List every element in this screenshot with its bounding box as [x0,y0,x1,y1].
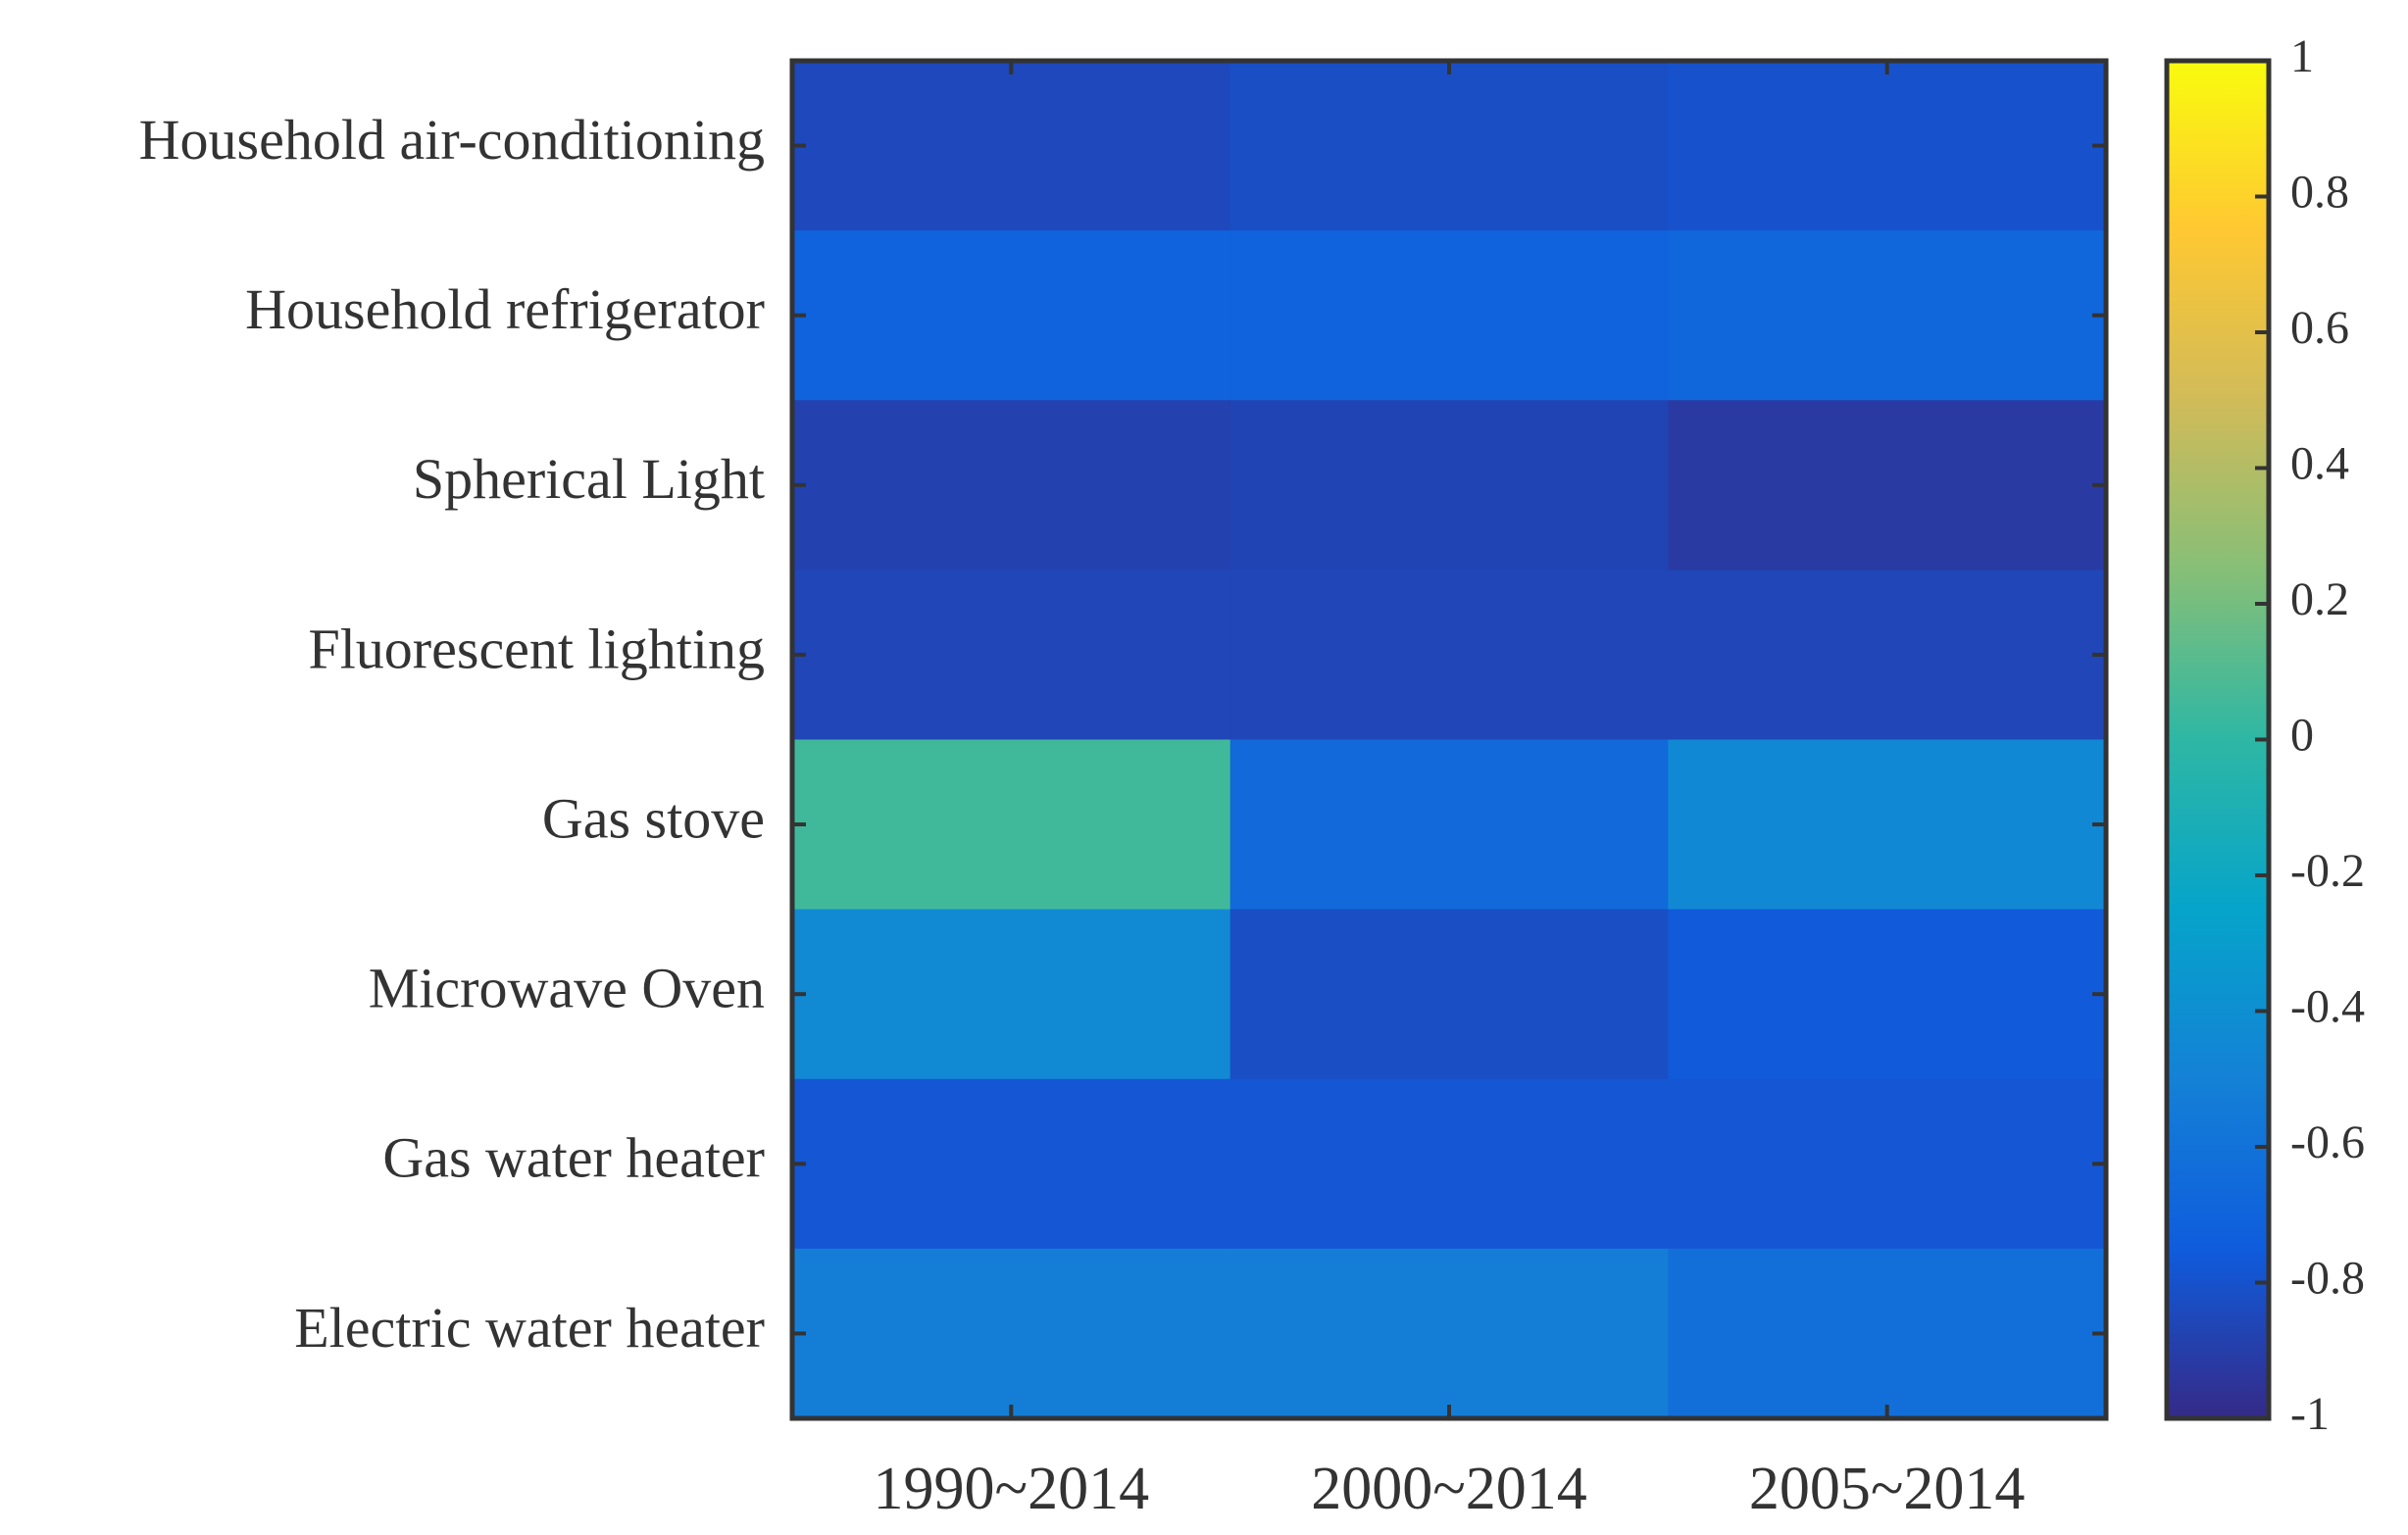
heatmap-cell [1668,61,2107,231]
heatmap-cell [1668,400,2107,570]
colorbar-tick-label: 0.4 [2290,438,2349,490]
colorbar-tick-label: 1 [2290,30,2314,82]
x-tick-label: 2000~2014 [1311,1456,1587,1522]
y-tick-label: Household air-conditioning [139,108,765,172]
colorbar-tick-label: -1 [2290,1388,2330,1440]
heatmap-cell [792,1078,1231,1250]
colorbar-tick-label: -0.4 [2290,981,2365,1033]
heatmap-cell [792,569,1231,741]
colorbar-tick-label: -0.6 [2290,1116,2365,1168]
y-tick-label: Microwave Oven [369,957,765,1020]
heatmap-cell [1229,909,1669,1080]
heatmap-cell [1229,739,1669,911]
y-tick-label: Gas water heater [382,1126,765,1190]
y-tick-label: Household refrigerator [245,277,765,341]
heatmap-cells [792,61,2107,1419]
heatmap-cell [792,230,1231,401]
heatmap-cell [1229,569,1669,741]
y-tick-label: Electric water heater [294,1296,765,1360]
y-axis-labels: Household air-conditioning Household refr… [139,108,765,1360]
x-axis-labels: 1990~2014 2000~2014 2005~2014 [874,1456,2026,1522]
heatmap-cell [792,61,1231,231]
colorbar: 1 0.8 0.6 0.4 0.2 0 -0.2 -0.4 -0.6 -0.8 -1 [2164,30,2365,1440]
heatmap-cell [792,400,1231,570]
heatmap-cell [1229,230,1669,401]
colorbar-tick-label: 0.2 [2290,573,2349,625]
heatmap-cell [1668,1078,2107,1250]
heatmap-cell [1668,909,2107,1080]
heatmap-cell [1229,1078,1669,1250]
x-tick-label: 2005~2014 [1749,1456,2026,1522]
y-tick-label: Fluorescent lighting [308,617,765,680]
colorbar-tick-label: 0.6 [2290,302,2349,354]
heatmap-cell [792,909,1231,1080]
heatmap-cell [792,1248,1231,1419]
colorbar-labels: 1 0.8 0.6 0.4 0.2 0 -0.2 -0.4 -0.6 -0.8 -1 [2290,30,2365,1440]
heatmap-cell [1668,739,2107,911]
y-tick-label: Spherical Light [413,447,765,511]
colorbar-tick-label: -0.2 [2290,845,2365,897]
heatmap-cell [792,739,1231,911]
heatmap-cell [1229,400,1669,570]
heatmap-cell [1229,61,1669,231]
colorbar-tick-label: 0 [2290,710,2314,762]
heatmap-cell [1229,1248,1669,1419]
y-tick-label: Gas stove [542,786,765,850]
colorbar-ticks [2255,59,2269,1420]
colorbar-tick-label: 0.8 [2290,167,2349,219]
x-tick-label: 1990~2014 [874,1456,1150,1522]
heatmap-cell [1668,569,2107,741]
heatmap-cell [1668,230,2107,401]
colorbar-gradient [2164,58,2272,1421]
plot-frame [789,58,2109,1421]
heatmap-cell [1668,1248,2107,1419]
colorbar-tick-label: -0.8 [2290,1253,2365,1305]
